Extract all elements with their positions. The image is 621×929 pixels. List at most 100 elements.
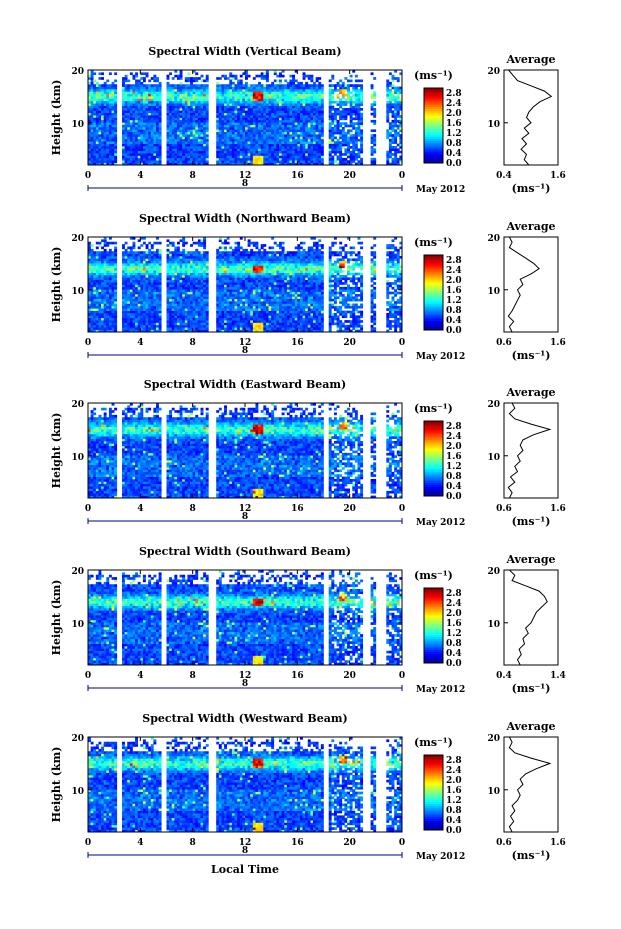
heatmap-cell	[292, 103, 296, 106]
heatmap-cell	[98, 256, 102, 259]
heatmap-cell	[95, 89, 99, 92]
heatmap-cell	[318, 110, 322, 114]
heatmap-cell	[229, 110, 233, 114]
heatmap-cell	[294, 119, 298, 123]
heatmap-cell	[108, 162, 112, 166]
heatmap-cell	[98, 270, 102, 273]
heatmap-cell	[150, 296, 154, 300]
heatmap-cell	[252, 162, 256, 166]
heatmap-cell	[263, 160, 267, 163]
heatmap-cell	[174, 143, 178, 147]
heatmap-cell	[140, 260, 144, 264]
heatmap-cell	[182, 315, 186, 319]
heatmap-cell	[98, 122, 102, 125]
heatmap-cell	[127, 162, 131, 166]
heatmap-cell	[166, 81, 170, 85]
heatmap-cell	[88, 74, 91, 78]
heatmap-cell	[265, 131, 269, 135]
heatmap-cell	[302, 103, 306, 106]
heatmap-cell	[182, 270, 186, 273]
heatmap-cell	[98, 103, 102, 106]
heatmap-cell	[234, 162, 238, 166]
heatmap-cell	[135, 124, 139, 128]
heatmap-cell	[171, 327, 175, 330]
heatmap-cell	[310, 136, 314, 140]
heatmap-cell	[328, 105, 332, 109]
heatmap-cell	[184, 303, 188, 307]
heatmap-cell	[103, 81, 107, 85]
heatmap-cell	[114, 112, 118, 116]
heatmap-cell	[124, 270, 128, 273]
heatmap-cell	[252, 143, 256, 147]
heatmap-cell	[158, 275, 162, 278]
heatmap-cell	[187, 294, 191, 297]
heatmap-cell	[148, 263, 152, 266]
heatmap-cell	[205, 86, 209, 90]
heatmap-cell	[394, 89, 398, 92]
heatmap-cell	[328, 110, 332, 114]
heatmap-cell	[140, 89, 144, 92]
heatmap-cell	[276, 160, 280, 163]
heatmap-cell	[90, 308, 94, 311]
heatmap-cell	[318, 103, 322, 106]
heatmap-cell	[171, 251, 175, 254]
heatmap-cell	[328, 136, 332, 140]
heatmap-cell	[106, 310, 110, 314]
heatmap-cell	[294, 110, 298, 114]
heatmap-cell	[182, 291, 186, 295]
heatmap-cell	[137, 141, 141, 144]
heatmap-cell	[195, 119, 199, 123]
heatmap-cell	[179, 315, 183, 319]
heatmap-cell	[320, 112, 324, 116]
heatmap-cell	[200, 129, 204, 133]
heatmap-cell	[218, 129, 222, 133]
heatmap-cell	[349, 146, 353, 149]
heatmap-cell	[103, 134, 107, 137]
heatmap-cell	[315, 119, 319, 123]
heatmap-cell	[258, 93, 261, 97]
heatmap-cell	[216, 110, 220, 114]
heatmap-cell	[386, 134, 390, 137]
heatmap-cell	[284, 91, 288, 95]
heatmap-cell	[150, 284, 154, 288]
heatmap-cell	[93, 286, 97, 290]
heatmap-cell	[258, 98, 261, 102]
heatmap-cell	[373, 138, 377, 142]
heatmap-cell	[111, 263, 115, 266]
heatmap-cell	[394, 134, 398, 137]
heatmap-cell	[122, 289, 125, 292]
heatmap-cell	[310, 74, 314, 78]
heatmap-cell	[148, 301, 152, 304]
heatmap-cell	[93, 93, 97, 97]
heatmap-cell	[286, 155, 290, 159]
heatmap-cell	[328, 112, 332, 116]
heatmap-cell	[357, 153, 361, 156]
heatmap-cell	[224, 119, 227, 123]
heatmap-cell	[187, 279, 191, 283]
heatmap-cell	[129, 315, 133, 319]
heatmap-cell	[169, 157, 173, 161]
heatmap-cell	[388, 155, 392, 159]
heatmap-cell	[310, 162, 314, 166]
heatmap-cell	[305, 134, 309, 137]
heatmap-cell	[171, 289, 175, 292]
heatmap-cell	[95, 150, 99, 154]
heatmap-cell	[239, 105, 243, 109]
heatmap-cell	[286, 153, 290, 156]
heatmap-cell	[289, 81, 293, 85]
heatmap-cell	[114, 263, 118, 266]
heatmap-cell	[108, 129, 112, 133]
heatmap-cell	[231, 117, 235, 121]
heatmap-cell	[315, 150, 319, 154]
heatmap-cell	[250, 98, 254, 102]
heatmap-cell	[307, 112, 311, 116]
heatmap-cell	[127, 298, 131, 302]
heatmap-cell	[184, 162, 188, 166]
heatmap-cell	[187, 105, 191, 109]
heatmap-cell	[88, 291, 91, 295]
heatmap-cell	[137, 86, 141, 90]
heatmap-cell	[114, 72, 118, 76]
heatmap-cell	[166, 329, 170, 333]
heatmap-cell	[106, 100, 110, 104]
heatmap-cell	[129, 282, 133, 285]
